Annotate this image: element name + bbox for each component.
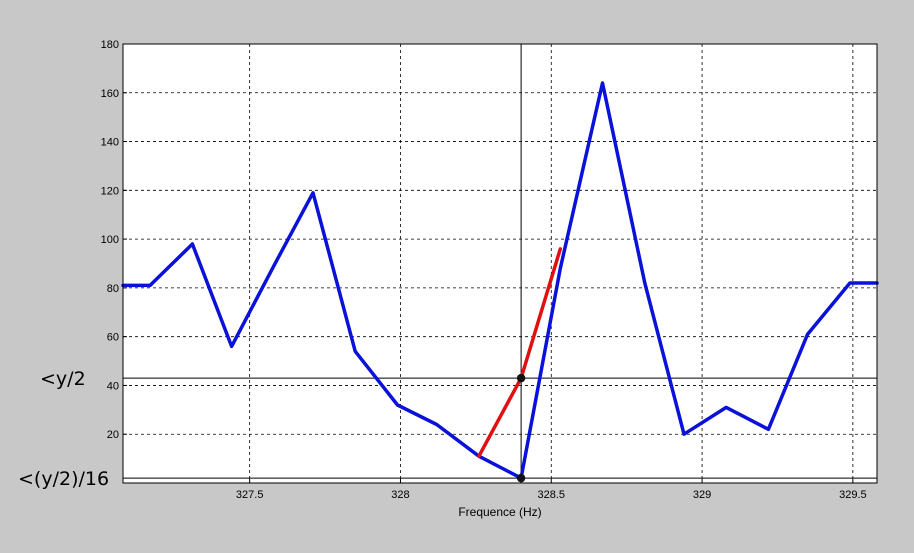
annotation-half-y-over-16: <(y/2)/16: [18, 468, 109, 490]
grid: [123, 43, 877, 483]
x-tick-label: 328: [391, 489, 409, 501]
y-tick-label: 160: [101, 88, 119, 100]
series-line-0: [121, 81, 879, 480]
y-tick-label: 80: [107, 283, 119, 295]
x-tick-label: 329: [693, 489, 711, 501]
y-tick-label: 20: [107, 429, 119, 441]
y-tick-labels: 20 40 60 80 100 120 140 160 180: [101, 39, 127, 441]
y-tick-label: 60: [107, 332, 119, 344]
marker-layer: [516, 373, 526, 483]
x-tick-labels: 327.5 328 328.5 329 329.5: [236, 479, 867, 501]
x-tick-label: 329.5: [839, 489, 867, 501]
x-tick-label: 327.5: [236, 489, 264, 501]
y-tick-label: 100: [101, 234, 119, 246]
y-tick-label: 180: [101, 39, 119, 51]
plot-area: [123, 44, 877, 483]
annotation-half-y: <y/2: [40, 368, 86, 390]
y-tick-label: 140: [101, 137, 119, 149]
plot-frame: [122, 43, 878, 484]
reference-lines: [123, 44, 877, 483]
x-tick-label: 328.5: [538, 489, 566, 501]
marker-point-1: [516, 473, 526, 483]
x-axis-label: Frequence (Hz): [458, 505, 541, 519]
marker-point-0: [516, 373, 526, 383]
y-tick-label: 40: [107, 380, 119, 392]
y-tick-label: 120: [101, 185, 119, 197]
